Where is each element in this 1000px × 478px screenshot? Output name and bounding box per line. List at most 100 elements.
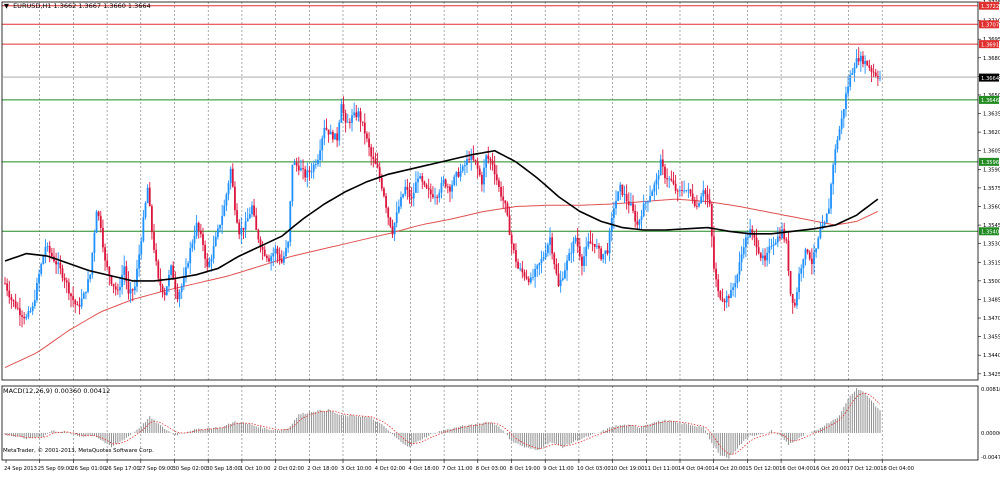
candle-body [602, 253, 605, 260]
time-axis[interactable]: 24 Sep 2013 25 Sep 09:00 26 Sep 01:00 26 Se… [4, 460, 914, 472]
candle-body [561, 278, 564, 280]
candle-body [491, 160, 494, 165]
support-price-label-bg [979, 95, 999, 104]
candle-body [459, 170, 462, 177]
candle-body [704, 190, 707, 194]
candle-body [647, 201, 649, 203]
candle-body [57, 262, 60, 265]
candle-body [791, 294, 794, 303]
candle-body [368, 138, 370, 148]
candle-body [751, 229, 754, 234]
candle-body [329, 131, 332, 135]
candle-body [12, 300, 15, 302]
copyright-text: MetaTrader, © 2001-2013, MetaQuotes Soft… [3, 447, 154, 454]
candle-body [334, 133, 336, 140]
candle-body [802, 259, 805, 269]
candle-body [808, 252, 811, 259]
candle-body [666, 178, 669, 180]
candle-body [359, 111, 362, 122]
candle-body [44, 246, 47, 257]
candle-body [187, 263, 189, 268]
candle-body [366, 133, 368, 139]
candle-body [759, 253, 762, 259]
candle-body [642, 203, 645, 217]
candle-body [546, 244, 549, 253]
candle-body [581, 256, 583, 266]
candle-body [636, 221, 639, 225]
time-tick-label: 27 Sep 09:00 [139, 466, 174, 472]
candle-body [474, 159, 477, 162]
horizontal-lines[interactable] [2, 5, 978, 232]
candle-body [578, 246, 581, 257]
candle-body [244, 221, 247, 230]
candle-body [89, 274, 92, 280]
candle-body [297, 165, 300, 171]
candle-body [591, 243, 594, 245]
candle-body [302, 168, 304, 170]
candle-body [512, 243, 515, 251]
candle-body [819, 229, 822, 239]
candle-body [370, 147, 373, 157]
candle-body [342, 104, 345, 114]
candle-body [559, 279, 562, 286]
candle-body [172, 265, 175, 280]
candle-body [21, 315, 23, 317]
candle-body [16, 307, 19, 309]
price-labels: 1.3722 1.3707 1.3691 1.3646 1.3596 1.3540 1.36… [2, 1, 1000, 235]
candle-body [583, 256, 585, 266]
price-tick-label: 1.3470 [983, 316, 1000, 322]
candle-body [517, 261, 519, 269]
candle-body [314, 164, 317, 165]
candle-body [706, 193, 709, 200]
candle-body [470, 155, 473, 160]
candle-body [274, 248, 277, 254]
candle-body [455, 171, 458, 177]
candle-body [834, 149, 837, 165]
candle-body [538, 263, 541, 266]
candle-body [832, 164, 835, 185]
candle-body [779, 236, 781, 238]
price-tick-label: 1.3575 [983, 186, 1000, 192]
candle-body [859, 55, 862, 62]
candle-body [774, 242, 777, 245]
dropdown-arrow-icon[interactable]: ▼ [4, 2, 9, 10]
candle-body [197, 222, 200, 231]
candle-body [828, 208, 830, 214]
candle-body [625, 194, 628, 202]
candle-body [389, 217, 392, 227]
candle-body [815, 248, 818, 253]
candle-body [14, 301, 17, 308]
time-tick-label: 17 Oct 12:00 [847, 466, 881, 472]
candle-body [604, 250, 607, 254]
candle-body [293, 162, 296, 165]
candle-body [732, 287, 735, 291]
candle-body [483, 167, 485, 185]
candle-body [598, 245, 600, 249]
resistance-price-label-bg [979, 1, 999, 10]
candle-body [825, 213, 828, 223]
candle-body [700, 196, 703, 204]
candle-body [144, 203, 147, 218]
candle-body [432, 194, 434, 198]
price-tick-label: 1.3500 [983, 279, 1000, 285]
candle-body [842, 109, 845, 119]
candle-body [715, 268, 717, 280]
candle-body [234, 186, 236, 211]
candle-body [870, 68, 873, 72]
price-tick-label: 1.3635 [983, 112, 1000, 118]
candle-body [331, 131, 334, 140]
candle-body [855, 58, 858, 68]
candle-body [121, 275, 123, 287]
candle-body [193, 235, 196, 244]
candle-body [615, 200, 617, 209]
candle-body [532, 276, 534, 278]
candle-body [783, 229, 786, 240]
candle-body [849, 74, 852, 87]
candle-body [429, 189, 432, 195]
candle-body [747, 237, 749, 239]
candle-body [404, 186, 407, 195]
candle-body [725, 296, 728, 303]
candle-body [525, 276, 528, 279]
